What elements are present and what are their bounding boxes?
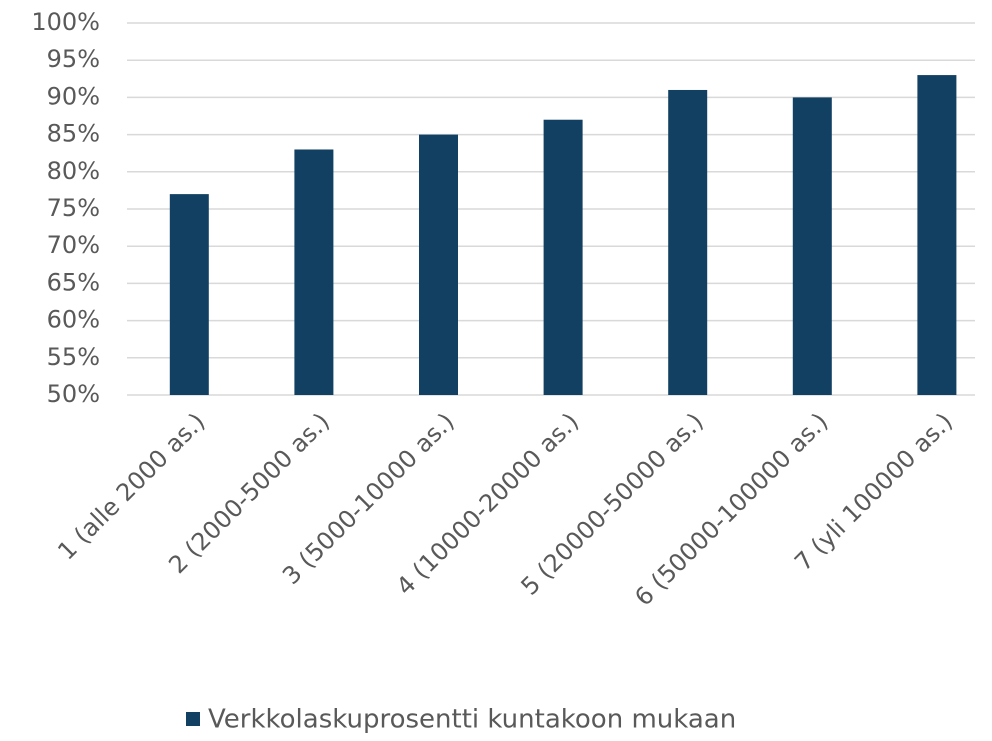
bar (169, 194, 209, 395)
y-tick-label: 100% (31, 8, 100, 36)
y-tick-label: 75% (47, 194, 100, 222)
bar (543, 119, 583, 395)
y-tick-label: 65% (47, 268, 100, 296)
y-tick-label: 55% (47, 343, 100, 371)
bar (419, 134, 458, 395)
bar (294, 149, 334, 395)
y-tick-label: 90% (47, 82, 100, 110)
legend-swatch (186, 712, 200, 726)
y-tick-label: 80% (47, 157, 100, 185)
y-tick-label: 60% (47, 306, 100, 334)
y-tick-label: 85% (47, 120, 100, 148)
bar (792, 97, 832, 396)
y-tick-label: 70% (47, 231, 100, 259)
y-tick-label: 50% (47, 380, 100, 408)
y-tick-label: 95% (47, 45, 100, 73)
legend-label: Verkkolaskuprosentti kuntakoon mukaan (208, 705, 736, 735)
bar (917, 75, 957, 395)
bar (668, 89, 708, 396)
